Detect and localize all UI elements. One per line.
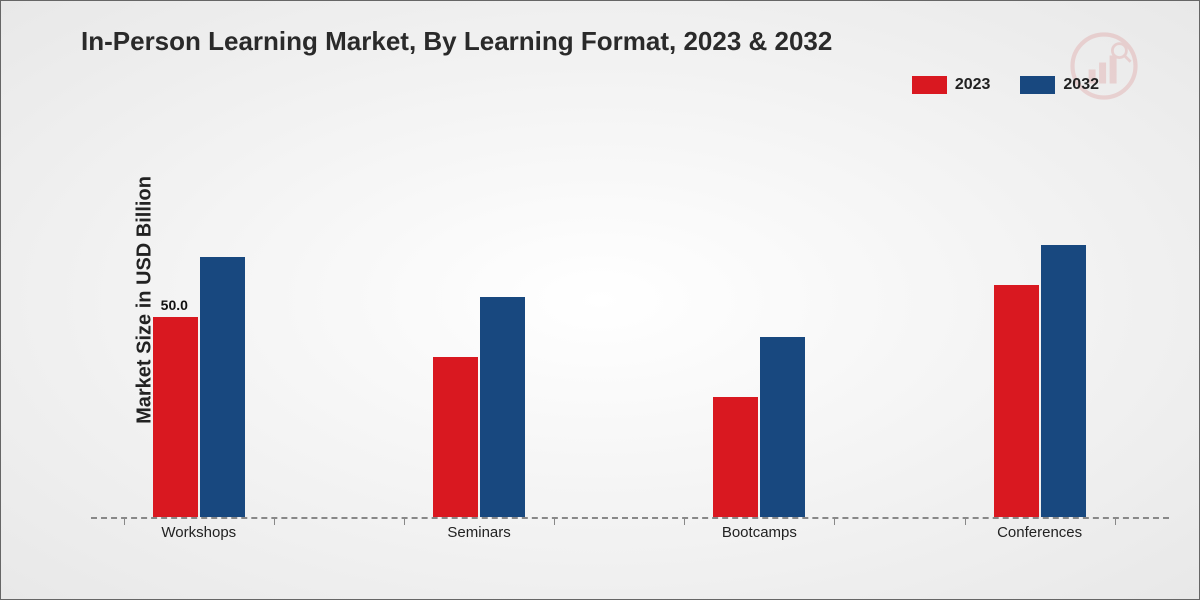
bar-value-label: 50.0: [161, 297, 188, 313]
legend-item-2023: 2023: [912, 76, 991, 94]
bar: [153, 317, 198, 517]
bar: [433, 357, 478, 517]
bar: [760, 337, 805, 517]
bar: [994, 285, 1039, 517]
x-axis-tick-mark: [554, 517, 555, 525]
x-axis-tick-mark: [684, 517, 685, 525]
x-axis-tick-label: Seminars: [447, 524, 510, 541]
chart-title: In-Person Learning Market, By Learning F…: [81, 26, 832, 57]
x-axis: Workshops Seminars Bootcamps Conferences: [91, 519, 1169, 549]
x-axis-tick-label: Conferences: [997, 524, 1082, 541]
legend-item-2032: 2032: [1020, 76, 1099, 94]
legend-label-2032: 2032: [1063, 76, 1099, 94]
legend-swatch-2023: [912, 76, 947, 94]
bar: [200, 257, 245, 517]
bar: [1041, 245, 1086, 517]
legend: 2023 2032: [912, 76, 1099, 94]
x-axis-tick-mark: [124, 517, 125, 525]
chart-area: 50.0 Workshops Seminars Bootcamps Conferenc…: [91, 121, 1169, 549]
legend-swatch-2032: [1020, 76, 1055, 94]
x-axis-tick-mark: [834, 517, 835, 525]
bar-group: [404, 297, 554, 517]
legend-label-2023: 2023: [955, 76, 991, 94]
bar: [713, 397, 758, 517]
x-axis-tick-label: Bootcamps: [722, 524, 797, 541]
x-axis-tick-mark: [965, 517, 966, 525]
bar-group: [965, 245, 1115, 517]
bar-group: [684, 337, 834, 517]
plot-region: 50.0: [91, 121, 1169, 519]
x-axis-tick-mark: [274, 517, 275, 525]
x-axis-tick-mark: [404, 517, 405, 525]
x-axis-tick-mark: [1115, 517, 1116, 525]
bar-group: 50.0: [124, 257, 274, 517]
x-axis-tick-label: Workshops: [161, 524, 236, 541]
bar: [480, 297, 525, 517]
